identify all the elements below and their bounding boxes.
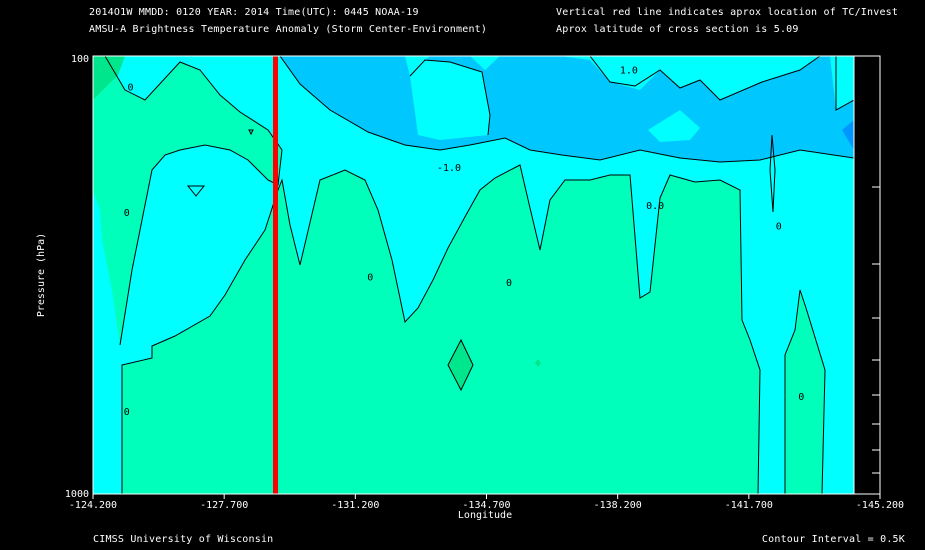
contour-label: 0 <box>124 208 130 219</box>
contour-label: 0 <box>127 82 133 93</box>
region-minus-1-5-right <box>842 120 854 150</box>
contour-label: -1.0 <box>437 163 461 174</box>
pocket-minus-0-5-c <box>648 110 700 142</box>
contour-label: 0 <box>506 278 512 289</box>
contour-line-zero-right <box>784 289 826 494</box>
x-tick-label: -145.200 <box>856 500 904 511</box>
header-note-line1: Vertical red line indicates aprox locati… <box>556 7 899 18</box>
x-tick-label: -134.700 <box>462 500 510 511</box>
contour-line-upper-pocket <box>409 59 491 136</box>
x-tick-label: -124.200 <box>69 500 117 511</box>
contour-label: 0 <box>798 392 804 403</box>
contour-label: 0.0 <box>646 201 664 212</box>
x-axis-title: Longitude <box>458 510 512 521</box>
y-tick-label-100: 100 <box>71 54 89 65</box>
warm-cell-corner <box>93 56 125 100</box>
contour-line-minus-1 <box>279 56 854 163</box>
contour-label: 0 <box>776 221 782 232</box>
header-title-line1: 2014O1W MMDD: 0120 YEAR: 2014 Time(UTC):… <box>89 7 419 18</box>
contour-label: 0 <box>367 272 373 283</box>
pocket-minus-0-5-a <box>410 60 490 140</box>
y-axis-title: Pressure (hPa) <box>36 233 47 317</box>
x-tick-label: -141.700 <box>725 500 773 511</box>
contour-label: 1.0 <box>620 66 638 77</box>
header-note-line2: Aprox latitude of cross section is 5.09 <box>556 24 799 35</box>
y-tick-label-1000: 1000 <box>65 489 89 500</box>
region-zero <box>93 165 854 494</box>
header-title-line2: AMSU-A Brightness Temperature Anomaly (S… <box>89 24 488 35</box>
contour-line-zero <box>121 164 761 494</box>
contour-line-far-right <box>835 56 854 111</box>
contour-label: 0 <box>124 407 130 418</box>
contour-labels: 1.0 -1.0 0.0 0 0 0 0 0 0 0 <box>124 66 805 418</box>
contour-diamond <box>447 338 474 392</box>
plot-right-frame <box>853 55 881 495</box>
contour-line-spike <box>769 134 776 213</box>
right-axis-ticks <box>872 186 880 474</box>
tc-location-line <box>273 56 278 494</box>
region-zero-upper-left <box>93 56 282 345</box>
contour-line-upper-right <box>589 56 821 101</box>
x-tick-label: -138.200 <box>594 500 642 511</box>
footer-contour-interval: Contour Interval = 0.5K <box>761 534 905 545</box>
x-tick-label: -127.700 <box>200 500 248 511</box>
pocket-minus-0-5-b <box>560 56 854 110</box>
warm-cell-dot <box>535 359 541 367</box>
x-tick-label: -131.200 <box>331 500 379 511</box>
x-axis-ticks: -124.200 -127.700 -131.200 -134.700 -138.200… <box>69 494 904 511</box>
footer-credit: CIMSS University of Wisconsin <box>93 534 274 545</box>
contour-triangle <box>186 185 206 197</box>
contour-small-triangle <box>248 129 254 136</box>
